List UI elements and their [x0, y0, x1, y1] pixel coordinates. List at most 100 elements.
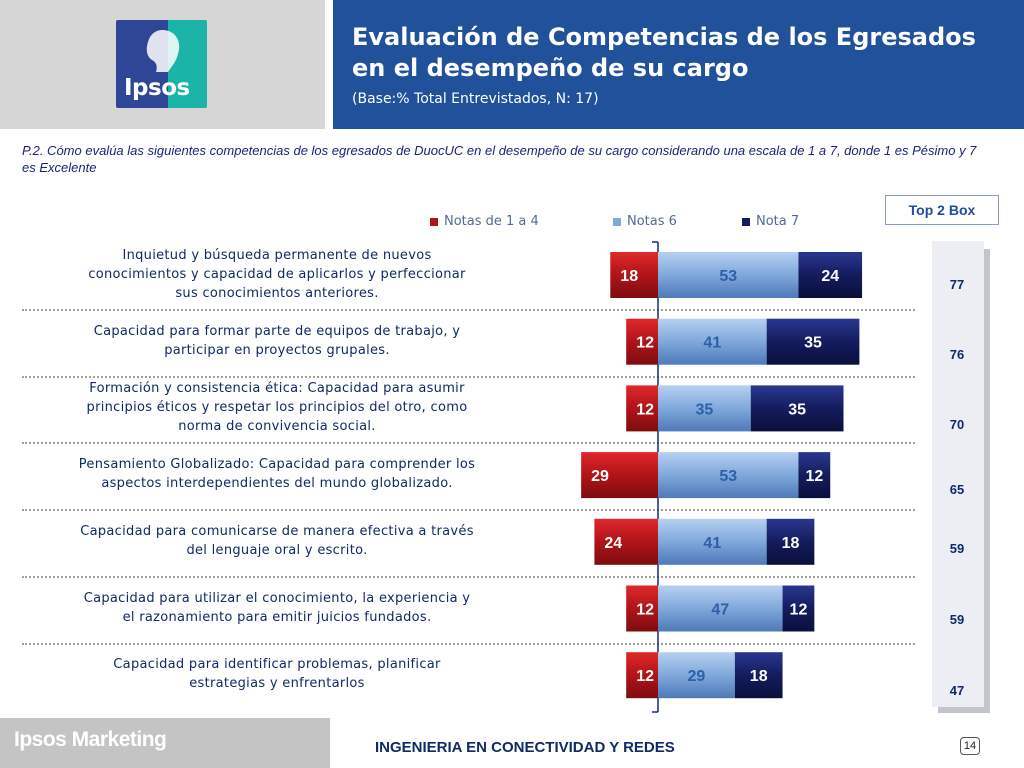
bar-mid-5	[658, 518, 767, 565]
bar-low-6	[626, 585, 658, 632]
category-label-line: Capacidad para comunicarse de manera efe…	[80, 523, 474, 539]
category-label-6: Capacidad para utilizar el conocimiento,…	[40, 589, 514, 627]
bar-mid-3-label: 35	[695, 401, 713, 418]
page-title: Evaluación de Competencias de los Egresa…	[352, 22, 1012, 84]
bar-low-3-label: 12	[636, 401, 654, 418]
top2-value-6: 59	[949, 612, 965, 627]
bar-low-5-label: 24	[604, 535, 622, 552]
bar-low-1	[610, 252, 658, 298]
row-separator	[22, 642, 915, 645]
header-divider	[325, 0, 333, 129]
legend-label-low: Notas de 1 a 4	[444, 214, 539, 229]
bar-high-6-label: 12	[790, 602, 808, 619]
page-subtitle: (Base:% Total Entrevistados, N: 17)	[352, 91, 599, 107]
bar-mid-2	[658, 318, 767, 365]
bar-low-2	[626, 318, 658, 365]
legend-item-high: Nota 7	[742, 214, 799, 229]
bar-low-1-label: 18	[620, 268, 638, 285]
top2-box-title: Top 2 Box	[885, 195, 999, 225]
category-label-line: Pensamiento Globalizado: Capacidad para …	[78, 457, 476, 473]
bar-low-7	[626, 652, 658, 699]
category-label-4: Pensamiento Globalizado: Capacidad para …	[40, 455, 514, 493]
bar-high-2-label: 35	[804, 335, 822, 352]
bar-mid-2-label: 41	[703, 335, 721, 352]
bar-mid-4-label: 53	[719, 468, 737, 485]
legend-item-low: Notas de 1 a 4	[430, 214, 539, 229]
top2-value-2: 76	[949, 347, 965, 362]
bar-high-1	[798, 252, 863, 298]
top2-value-5: 59	[949, 541, 965, 556]
bar-mid-1	[658, 252, 799, 298]
footer-brand: Ipsos Marketing	[14, 728, 167, 751]
header-title-panel	[333, 0, 1024, 129]
bar-high-5	[766, 518, 815, 565]
category-label-line: Formación y consistencia ética: Capacida…	[89, 380, 465, 396]
row-separator	[22, 509, 915, 512]
row-separator	[22, 309, 915, 311]
footer-title: INGENIERIA EN CONECTIVIDAD Y REDES	[375, 739, 675, 756]
title-line-2: en el desempeño de su cargo	[352, 54, 749, 82]
bar-high-7	[734, 652, 783, 699]
bar-high-4	[798, 452, 831, 499]
bar-mid-7-label: 29	[688, 668, 706, 685]
legend-item-mid: Notas 6	[613, 214, 677, 229]
logo-text: Ipsos	[124, 75, 190, 101]
logo-face-icon	[146, 30, 180, 72]
category-label-line: participar en proyectos grupales.	[164, 342, 390, 358]
page-number: 14	[960, 737, 980, 755]
bar-low-5	[594, 518, 658, 565]
legend-label-high: Nota 7	[756, 214, 800, 229]
ipsos-logo: Ipsos	[116, 20, 207, 108]
row-separator	[22, 442, 915, 445]
category-label-line: sus conocimientos anteriores.	[175, 285, 379, 301]
bar-low-6-label: 12	[636, 602, 654, 619]
legend-swatch-low	[430, 217, 438, 226]
bar-high-4-label: 12	[805, 468, 823, 485]
bar-mid-3	[658, 385, 751, 432]
bar-high-2	[766, 318, 860, 365]
bar-high-5-label: 18	[782, 535, 800, 552]
bar-mid-4	[658, 452, 799, 499]
top2-panel	[932, 241, 984, 707]
bar-mid-1-label: 53	[719, 268, 737, 285]
category-label-2: Capacidad para formar parte de equipos d…	[40, 322, 514, 360]
row-separator	[22, 575, 915, 578]
category-label-line: principios éticos y respetar los princip…	[86, 399, 468, 415]
bar-mid-5-label: 41	[703, 535, 721, 552]
top2-value-3: 70	[949, 417, 965, 432]
bar-low-4	[581, 452, 658, 499]
legend-swatch-high	[742, 217, 750, 226]
category-label-line: del lenguaje oral y escrito.	[186, 542, 368, 558]
bar-high-3	[750, 385, 844, 432]
category-label-line: Capacidad para utilizar el conocimiento,…	[83, 590, 471, 606]
top2-value-7: 47	[949, 683, 965, 698]
bar-low-7-label: 12	[636, 668, 654, 685]
title-line-1: Evaluación de Competencias de los Egresa…	[352, 23, 976, 51]
category-label-line: Capacidad para formar parte de equipos d…	[93, 323, 461, 339]
legend-label-mid: Notas 6	[627, 214, 677, 229]
top2-value-4: 65	[949, 482, 965, 497]
category-label-line: Inquietud y búsqueda permanente de nuevo…	[122, 247, 432, 263]
footer-band	[0, 718, 330, 768]
category-label-line: el razonamiento para emitir juicios fund…	[122, 609, 432, 625]
category-label-line: Capacidad para identificar problemas, pl…	[113, 657, 441, 673]
row-separator	[22, 375, 915, 378]
category-label-3: Formación y consistencia ética: Capacida…	[40, 379, 514, 436]
category-label-7: Capacidad para identificar problemas, pl…	[40, 655, 514, 693]
category-label-line: aspectos interdependientes del mundo glo…	[101, 476, 453, 492]
category-label-5: Capacidad para comunicarse de manera efe…	[40, 522, 514, 560]
top2-value-1: 77	[949, 277, 965, 292]
category-label-1: Inquietud y búsqueda permanente de nuevo…	[40, 246, 514, 303]
legend-swatch-mid	[613, 217, 621, 226]
bar-mid-7	[658, 652, 735, 699]
bar-high-1-label: 24	[821, 268, 839, 285]
category-label-line: estrategias y enfrentarlos	[189, 676, 365, 692]
bar-high-3-label: 35	[788, 401, 806, 418]
bar-low-4-label: 29	[591, 468, 609, 485]
category-label-line: conocimientos y capacidad de aplicarlos …	[88, 266, 466, 282]
survey-question: P.2. Cómo evalúa las siguientes competen…	[22, 143, 977, 175]
bar-mid-6-label: 47	[711, 602, 729, 619]
bar-high-7-label: 18	[750, 668, 768, 685]
bar-mid-6	[658, 585, 783, 632]
category-label-line: norma de convivencia social.	[178, 418, 376, 434]
